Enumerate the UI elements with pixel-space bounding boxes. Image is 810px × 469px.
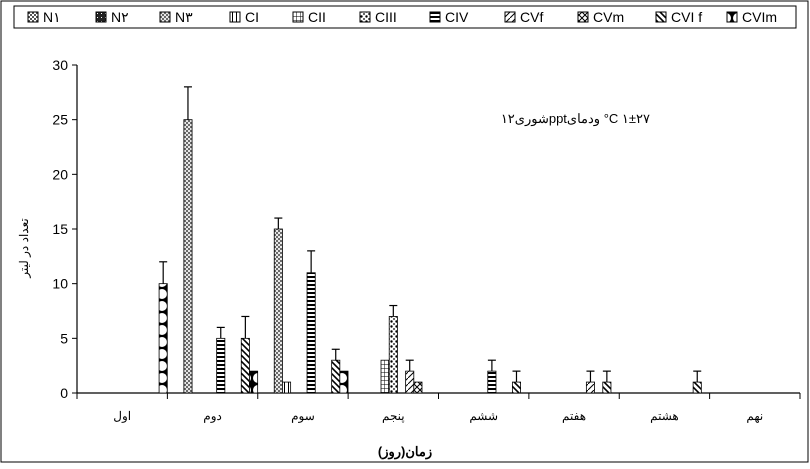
bar (413, 381, 423, 394)
bar (216, 337, 226, 394)
legend-label: CVIm (742, 9, 777, 25)
legend-swatch (726, 11, 738, 23)
legend-swatch (359, 11, 371, 23)
bar (240, 337, 250, 394)
legend-swatch (577, 11, 589, 23)
bar (249, 370, 259, 394)
legend-label: CIV (445, 9, 469, 25)
bar (585, 381, 595, 394)
bar (339, 370, 349, 394)
legend-label: CIII (375, 9, 397, 25)
legend-label: CVf (520, 9, 543, 25)
bar (511, 381, 521, 394)
bar (487, 370, 497, 394)
bar (331, 359, 341, 394)
bar (602, 381, 612, 394)
legend-label: N۳ (175, 9, 193, 25)
y-tick-label: 15 (52, 221, 68, 237)
legend-box (13, 5, 797, 29)
legend-swatch (429, 11, 441, 23)
legend-label: CI (245, 9, 259, 25)
legend-swatch (292, 11, 304, 23)
y-axis-title: تعداد در لیتر (17, 218, 31, 278)
bars (158, 119, 702, 394)
legend-swatch (95, 11, 107, 23)
legend-label: N۱ (43, 9, 61, 25)
legend-swatch (159, 11, 171, 23)
x-tick-label: سوم (291, 409, 315, 423)
legend-label: CII (308, 9, 326, 25)
legend-swatch (655, 11, 667, 23)
bar (273, 228, 283, 394)
x-tick-label: دوم (203, 409, 222, 423)
bar (405, 370, 415, 394)
legend-label: CVI f (671, 9, 702, 25)
y-tick-label: 0 (60, 385, 68, 401)
annotation-label: شوری۱۲pptودمای °C ۱±۲۷ (501, 111, 650, 127)
bar (380, 359, 390, 394)
legend: N۱ N۲ N۳ CI CII CIII CIV CVf CVm CVI f CVIm (27, 9, 777, 25)
y-tick-label: 30 (52, 57, 68, 73)
x-tick-label: پنجم (382, 409, 405, 423)
bar (306, 272, 316, 394)
x-tick-label: اول (113, 409, 131, 423)
x-tick-label: نهم (746, 409, 763, 423)
axes: 0 5 10 15 20 25 30 اول دوم سوم پنجم ششم هفتم هشتم نهم (52, 57, 801, 423)
error-bars (159, 86, 702, 383)
x-axis-title: زمان(روز) (378, 444, 432, 460)
legend-label: CVm (593, 9, 624, 25)
legend-swatch (229, 11, 241, 23)
legend-swatch (27, 11, 39, 23)
bar (692, 381, 702, 394)
bar (183, 119, 193, 394)
y-tick-label: 20 (52, 166, 68, 182)
bar (282, 381, 292, 394)
bar (158, 283, 168, 394)
y-tick-label: 5 (60, 330, 68, 346)
x-tick-label: هشتم (650, 409, 679, 423)
y-tick-label: 25 (52, 112, 68, 128)
x-tick-label: ششم (469, 409, 498, 423)
x-tick-label: هفتم (562, 409, 586, 423)
y-tick-label: 10 (52, 276, 68, 292)
bar (388, 316, 398, 394)
legend-swatch (504, 11, 516, 23)
legend-label: N۲ (111, 9, 129, 25)
